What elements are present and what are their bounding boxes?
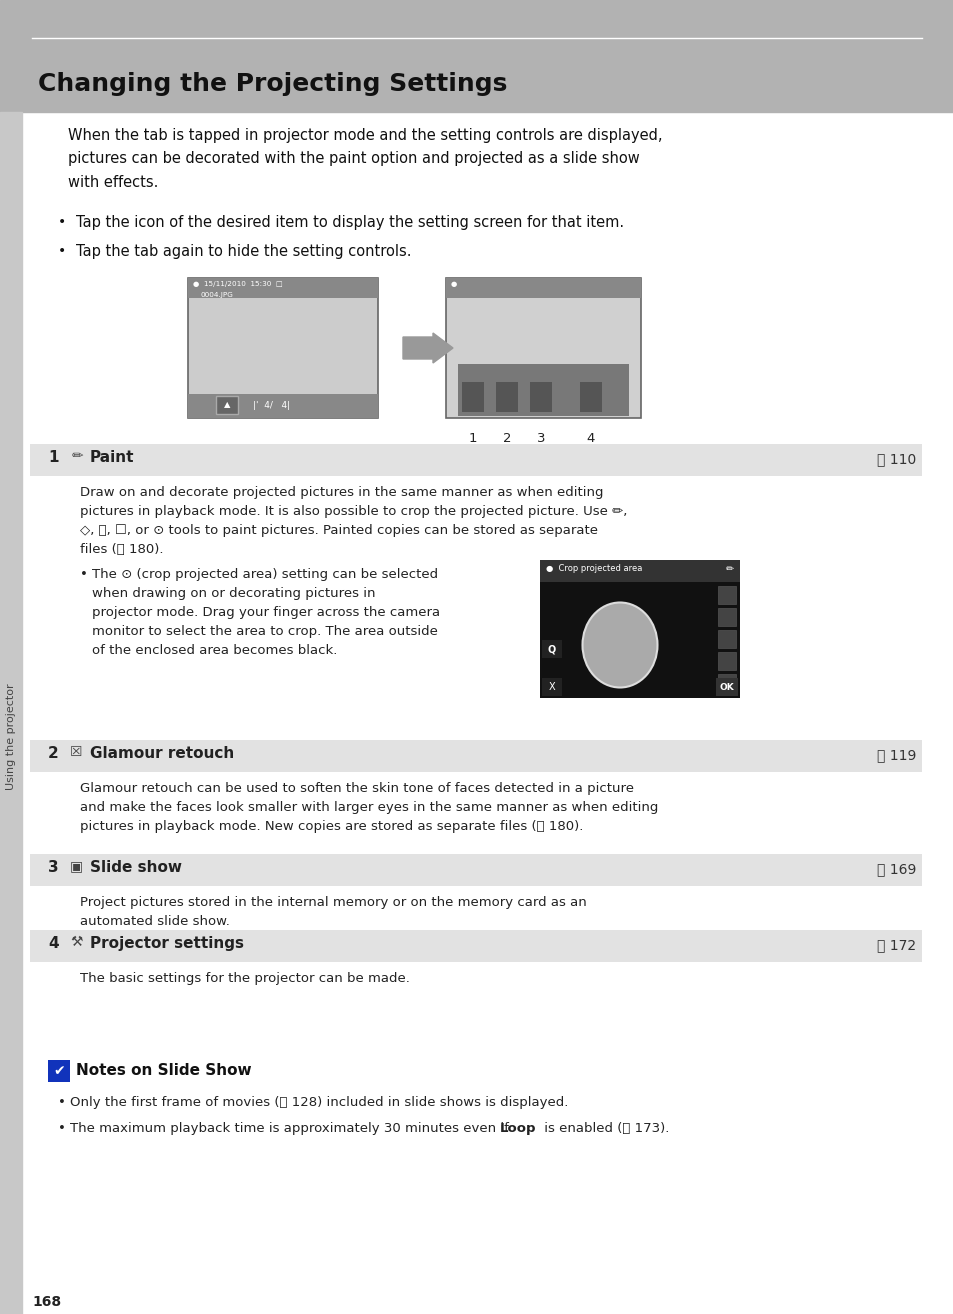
Bar (30, 444, 921, 476)
Bar (30, 854, 921, 886)
Bar (718, 608, 735, 625)
Text: ✏: ✏ (725, 564, 733, 574)
Text: ⧉ 119: ⧉ 119 (876, 748, 915, 762)
Text: ▣: ▣ (70, 859, 83, 872)
Text: ●  15/11/2010  15:30  □: ● 15/11/2010 15:30 □ (193, 281, 282, 286)
Polygon shape (535, 367, 551, 376)
Text: 168: 168 (32, 1296, 61, 1309)
Bar (0, 0, 953, 112)
Text: •: • (58, 1096, 66, 1109)
Bar (30, 930, 921, 962)
Bar (446, 279, 640, 418)
Bar (579, 382, 601, 413)
Text: Loop: Loop (499, 1122, 536, 1135)
Bar (457, 364, 628, 417)
Text: The ⊙ (crop projected area) setting can be selected
when drawing on or decoratin: The ⊙ (crop projected area) setting can … (91, 568, 439, 657)
Bar (496, 382, 517, 413)
Bar (446, 279, 640, 298)
Text: |'  4/   4|: |' 4/ 4| (253, 402, 290, 410)
Text: is enabled (⧉ 173).: is enabled (⧉ 173). (539, 1122, 669, 1135)
Text: Notes on Slide Show: Notes on Slide Show (76, 1063, 252, 1077)
Text: 4: 4 (586, 432, 595, 445)
Text: The basic settings for the projector can be made.: The basic settings for the projector can… (80, 972, 410, 986)
Ellipse shape (582, 603, 657, 687)
Text: ✏: ✏ (71, 449, 84, 463)
FancyArrow shape (402, 332, 453, 363)
Text: ▲: ▲ (224, 401, 230, 410)
Text: Paint: Paint (90, 449, 134, 465)
Text: 3: 3 (48, 859, 58, 875)
Bar (188, 394, 377, 418)
Bar (30, 740, 921, 773)
Text: ⧉ 110: ⧉ 110 (876, 452, 915, 466)
Text: X: X (548, 682, 555, 692)
Bar (718, 629, 735, 648)
Text: •: • (58, 1122, 66, 1135)
Text: ●  Crop projected area: ● Crop projected area (545, 564, 641, 573)
Text: ⧉ 172: ⧉ 172 (876, 938, 915, 953)
Text: ☒: ☒ (70, 745, 82, 759)
Text: Projector settings: Projector settings (90, 936, 244, 951)
Bar (718, 652, 735, 670)
Bar (188, 279, 377, 298)
Text: Using the projector: Using the projector (6, 683, 16, 790)
Bar (48, 1060, 70, 1081)
Text: Draw on and decorate projected pictures in the same manner as when editing
pictu: Draw on and decorate projected pictures … (80, 486, 627, 556)
Bar (718, 586, 735, 604)
Text: •: • (58, 244, 66, 258)
Text: 1: 1 (48, 449, 58, 465)
Text: •: • (80, 568, 88, 581)
Text: Tap the tab again to hide the setting controls.: Tap the tab again to hide the setting co… (76, 244, 411, 259)
Text: ✔: ✔ (53, 1064, 65, 1077)
Text: Slide show: Slide show (90, 859, 182, 875)
Text: Project pictures stored in the internal memory or on the memory card as an
autom: Project pictures stored in the internal … (80, 896, 586, 928)
Text: ⧉ 169: ⧉ 169 (876, 862, 915, 876)
Text: Q: Q (547, 644, 556, 654)
Text: 4: 4 (48, 936, 58, 951)
Bar (0, 112, 22, 1314)
Bar (188, 279, 377, 418)
Bar (539, 560, 740, 698)
Bar (461, 382, 483, 413)
Bar (541, 678, 561, 696)
Text: 2: 2 (48, 746, 59, 761)
Text: The maximum playback time is approximately 30 minutes even if: The maximum playback time is approximate… (70, 1122, 513, 1135)
Text: 2: 2 (502, 432, 511, 445)
Text: Glamour retouch: Glamour retouch (90, 746, 234, 761)
Bar (716, 678, 738, 696)
Text: •: • (58, 215, 66, 229)
Text: 0004.JPG: 0004.JPG (201, 292, 233, 298)
Text: Only the first frame of movies (⧉ 128) included in slide shows is displayed.: Only the first frame of movies (⧉ 128) i… (70, 1096, 568, 1109)
Text: 3: 3 (537, 432, 545, 445)
Text: 1: 1 (468, 432, 476, 445)
Bar (541, 640, 561, 658)
Text: Glamour retouch can be used to soften the skin tone of faces detected in a pictu: Glamour retouch can be used to soften th… (80, 782, 658, 833)
Text: ●: ● (451, 281, 456, 286)
Text: When the tab is tapped in projector mode and the setting controls are displayed,: When the tab is tapped in projector mode… (68, 127, 661, 189)
Bar (215, 396, 237, 414)
Text: ⚒: ⚒ (70, 936, 82, 949)
Text: OK: OK (719, 682, 734, 691)
Bar (530, 382, 552, 413)
Text: Tap the icon of the desired item to display the setting screen for that item.: Tap the icon of the desired item to disp… (76, 215, 623, 230)
Bar (539, 560, 740, 582)
Text: Changing the Projecting Settings: Changing the Projecting Settings (38, 72, 507, 96)
Bar (718, 674, 735, 692)
